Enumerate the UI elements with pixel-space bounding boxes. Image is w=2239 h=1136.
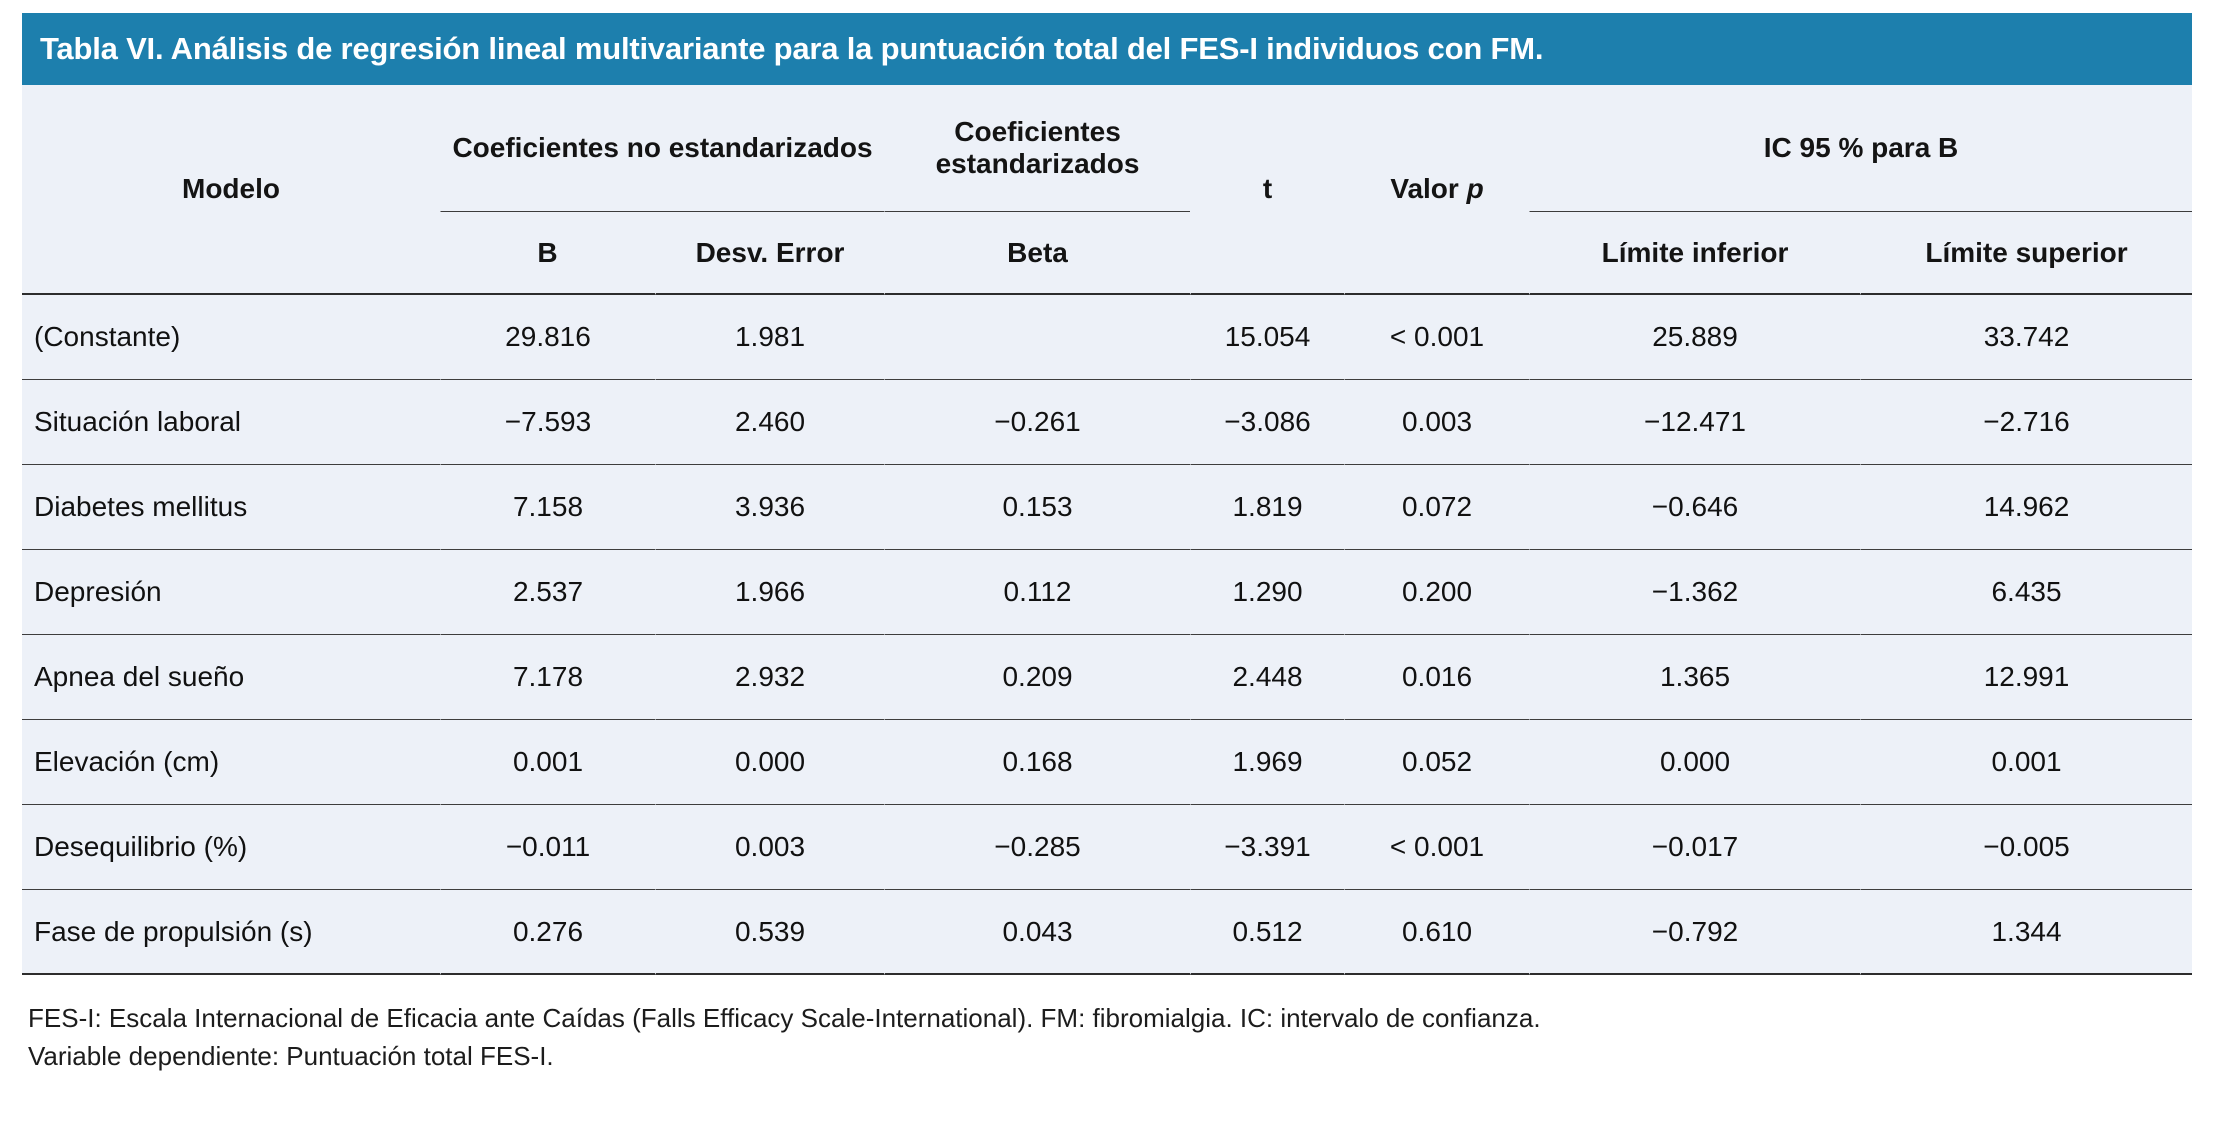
cell-beta: 0.153: [884, 465, 1191, 550]
cell-modelo: Desequilibrio (%): [22, 805, 440, 890]
cell-valor-p: 0.072: [1344, 465, 1530, 550]
table-title-bar: Tabla VI. Análisis de regresión lineal m…: [22, 13, 2192, 85]
cell-desv-error: 2.460: [655, 380, 885, 465]
cell-valor-p: 0.003: [1344, 380, 1530, 465]
cell-b: 0.001: [440, 720, 655, 805]
table-row-elevacion: Elevación (cm) 0.001 0.000 0.168 1.969 0…: [22, 720, 2193, 805]
cell-limite-inferior: −1.362: [1529, 550, 1861, 635]
cell-limite-inferior: −0.017: [1529, 805, 1861, 890]
table-row-diabetes-mellitus: Diabetes mellitus 7.158 3.936 0.153 1.81…: [22, 465, 2193, 550]
cell-b: −7.593: [440, 380, 655, 465]
header-group-coeficientes-no-estandarizados: Coeficientes no estandarizados: [440, 85, 885, 212]
cell-b: 0.276: [440, 890, 655, 975]
header-group-coeficientes-no-estandarizados-label: Coeficientes no estandarizados: [452, 132, 873, 163]
cell-modelo: Situación laboral: [22, 380, 440, 465]
cell-limite-superior: 6.435: [1860, 550, 2193, 635]
header-beta: Beta: [884, 212, 1191, 295]
header-row-columns: B Desv. Error Beta Límite inferior Límit…: [22, 212, 2193, 295]
cell-desv-error: 1.966: [655, 550, 885, 635]
cell-b: −0.011: [440, 805, 655, 890]
cell-t: 1.290: [1190, 550, 1345, 635]
cell-beta: 0.168: [884, 720, 1191, 805]
header-row-groups: Modelo Coeficientes no estandarizados Co…: [22, 85, 2193, 295]
cell-desv-error: 0.000: [655, 720, 885, 805]
cell-modelo: Apnea del sueño: [22, 635, 440, 720]
cell-limite-superior: −2.716: [1860, 380, 2193, 465]
header-t: t: [1190, 85, 1345, 295]
page: Tabla VI. Análisis de regresión lineal m…: [0, 13, 2239, 1075]
cell-t: 0.512: [1190, 890, 1345, 975]
cell-b: 29.816: [440, 295, 655, 380]
cell-t: 1.819: [1190, 465, 1345, 550]
cell-b: 7.158: [440, 465, 655, 550]
cell-beta: 0.043: [884, 890, 1191, 975]
cell-valor-p: 0.016: [1344, 635, 1530, 720]
table-row-situacion-laboral: Situación laboral −7.593 2.460 −0.261 −3…: [22, 380, 2193, 465]
header-desv-error: Desv. Error: [655, 212, 885, 295]
cell-limite-inferior: 25.889: [1529, 295, 1861, 380]
cell-beta: −0.261: [884, 380, 1191, 465]
cell-desv-error: 1.981: [655, 295, 885, 380]
cell-limite-inferior: 1.365: [1529, 635, 1861, 720]
table-row-depresion: Depresión 2.537 1.966 0.112 1.290 0.200 …: [22, 550, 2193, 635]
table-row-apnea-del-sueno: Apnea del sueño 7.178 2.932 0.209 2.448 …: [22, 635, 2193, 720]
cell-limite-superior: −0.005: [1860, 805, 2193, 890]
cell-modelo: Fase de propulsión (s): [22, 890, 440, 975]
cell-desv-error: 0.539: [655, 890, 885, 975]
footnotes: FES-I: Escala Internacional de Eficacia …: [28, 999, 2192, 1075]
table-body: (Constante) 29.816 1.981 15.054 < 0.001 …: [22, 295, 2193, 975]
cell-t: 1.969: [1190, 720, 1345, 805]
cell-valor-p: 0.052: [1344, 720, 1530, 805]
cell-modelo: Elevación (cm): [22, 720, 440, 805]
header-valor-label: Valor: [1390, 173, 1459, 204]
table-row-constante: (Constante) 29.816 1.981 15.054 < 0.001 …: [22, 295, 2193, 380]
header-group-coeficientes-estandarizados: Coeficientes estandarizados: [884, 85, 1191, 212]
cell-limite-inferior: −0.646: [1529, 465, 1861, 550]
cell-limite-superior: 33.742: [1860, 295, 2193, 380]
cell-beta: [884, 295, 1191, 380]
cell-limite-superior: 0.001: [1860, 720, 2193, 805]
cell-valor-p: < 0.001: [1344, 805, 1530, 890]
cell-modelo: Diabetes mellitus: [22, 465, 440, 550]
table-row-desequilibrio: Desequilibrio (%) −0.011 0.003 −0.285 −3…: [22, 805, 2193, 890]
cell-t: 2.448: [1190, 635, 1345, 720]
cell-desv-error: 0.003: [655, 805, 885, 890]
cell-desv-error: 3.936: [655, 465, 885, 550]
cell-limite-superior: 1.344: [1860, 890, 2193, 975]
regression-table: Modelo Coeficientes no estandarizados Co…: [22, 85, 2193, 975]
header-valor-p: Valor p: [1344, 85, 1530, 295]
cell-desv-error: 2.932: [655, 635, 885, 720]
cell-b: 2.537: [440, 550, 655, 635]
header-limite-superior: Límite superior: [1860, 212, 2193, 295]
cell-t: −3.086: [1190, 380, 1345, 465]
table-title: Tabla VI. Análisis de regresión lineal m…: [40, 31, 1544, 66]
header-modelo: Modelo: [22, 85, 440, 295]
footnote-abbreviations: FES-I: Escala Internacional de Eficacia …: [28, 1003, 1541, 1033]
cell-limite-superior: 12.991: [1860, 635, 2193, 720]
cell-limite-inferior: −12.471: [1529, 380, 1861, 465]
footnote-dependent-variable: Variable dependiente: Puntuación total F…: [28, 1041, 554, 1071]
header-group-coeficientes-estandarizados-label: Coeficientes estandarizados: [935, 116, 1140, 179]
cell-t: −3.391: [1190, 805, 1345, 890]
cell-beta: 0.112: [884, 550, 1191, 635]
cell-b: 7.178: [440, 635, 655, 720]
cell-beta: 0.209: [884, 635, 1191, 720]
table-header: Modelo Coeficientes no estandarizados Co…: [22, 85, 2193, 295]
cell-limite-inferior: 0.000: [1529, 720, 1861, 805]
header-p-italic: p: [1466, 173, 1484, 204]
header-limite-inferior: Límite inferior: [1529, 212, 1861, 295]
cell-beta: −0.285: [884, 805, 1191, 890]
cell-limite-superior: 14.962: [1860, 465, 2193, 550]
cell-limite-inferior: −0.792: [1529, 890, 1861, 975]
table-row-fase-de-propulsion: Fase de propulsión (s) 0.276 0.539 0.043…: [22, 890, 2193, 975]
header-group-ic95: IC 95 % para B: [1529, 85, 2193, 212]
cell-modelo: Depresión: [22, 550, 440, 635]
cell-t: 15.054: [1190, 295, 1345, 380]
cell-valor-p: 0.610: [1344, 890, 1530, 975]
cell-valor-p: 0.200: [1344, 550, 1530, 635]
cell-valor-p: < 0.001: [1344, 295, 1530, 380]
header-b: B: [440, 212, 655, 295]
cell-modelo: (Constante): [22, 295, 440, 380]
